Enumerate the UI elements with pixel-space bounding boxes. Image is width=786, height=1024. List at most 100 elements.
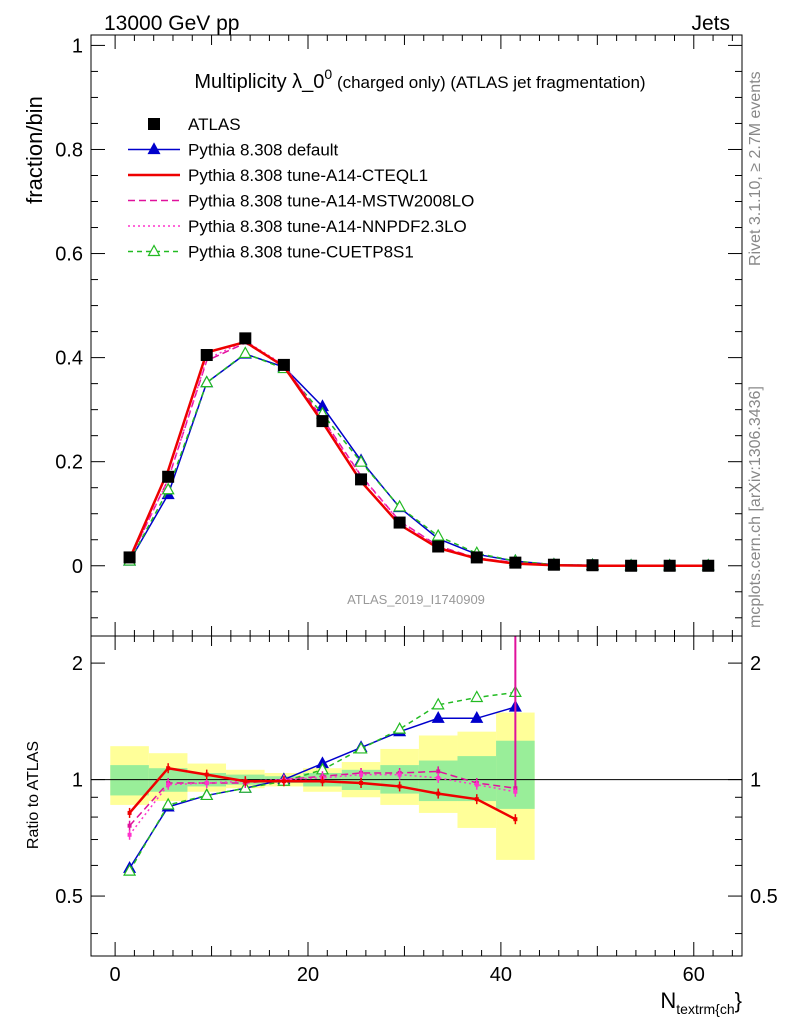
- marker-pythia-8-308-tune-cuetp8s1: [200, 375, 214, 388]
- marker-pythia-8-308-tune-cuetp8s1: [161, 482, 175, 495]
- ratio-marker-pythia-8-308-tune-cuetp8s1: [393, 721, 407, 734]
- legend-label: Pythia 8.308 default: [188, 141, 339, 160]
- legend-item-pythia-8-308-default: Pythia 8.308 default: [128, 141, 339, 160]
- legend-item-atlas: ATLAS: [148, 115, 241, 134]
- ratio-series: [123, 636, 522, 876]
- series-line-pythia-8-308-tune-a14-cteql1: [128, 340, 709, 568]
- legend-label: Pythia 8.308 tune-A14-MSTW2008LO: [188, 192, 474, 211]
- ratio-marker-pythia-8-308-tune-a14-cteql1: [359, 780, 364, 785]
- x-axis-label-subscript: textrm{ch: [676, 1001, 734, 1017]
- x-tick-label: 40: [490, 964, 512, 986]
- legend-marker: [148, 118, 160, 130]
- ratio-y-tick-label-right: 2: [750, 653, 761, 675]
- data-point-atlas: [625, 559, 638, 572]
- main-title-rest: (charged only) (ATLAS jet fragmentation): [332, 73, 645, 92]
- y-tick-label: 0.8: [55, 139, 83, 161]
- x-axis-label-main: N: [660, 988, 676, 1013]
- data-point-atlas: [355, 473, 368, 486]
- data-point-atlas: [509, 556, 522, 569]
- marker-pythia-8-308-tune-cuetp8s1: [354, 454, 368, 467]
- legend-item-pythia-8-308-tune-a14-mstw2008lo: Pythia 8.308 tune-A14-MSTW2008LO: [128, 192, 474, 211]
- ratio-line-pythia-8-308-tune-a14-nnpdf2-3lo: [128, 773, 516, 836]
- energy-label: 13000 GeV pp: [104, 12, 239, 35]
- main-title: Multiplicity λ_00 (charged only) (ATLAS …: [194, 66, 645, 93]
- marker-pythia-8-308-tune-cuetp8s1: [431, 528, 445, 541]
- ratio-marker-pythia-8-308-tune-cuetp8s1: [354, 741, 368, 754]
- y-tick-label: 0.2: [55, 452, 83, 474]
- mcplots-label: mcplots.cern.ch [arXiv:1306.3436]: [747, 386, 764, 628]
- ratio-marker-pythia-8-308-tune-cuetp8s1: [161, 797, 175, 810]
- x-tick-label: 0: [110, 964, 121, 986]
- ratio-marker-pythia-8-308-default: [431, 711, 445, 723]
- ratio-marker-pythia-8-308-tune-a14-nnpdf2-3lo: [397, 772, 402, 777]
- data-point-atlas: [470, 551, 483, 564]
- x-tick-label: 60: [683, 964, 705, 986]
- ratio-y-axis-label: Ratio to ATLAS: [25, 741, 42, 849]
- data-point-atlas: [547, 558, 560, 571]
- legend-label: Pythia 8.308 tune-A14-CTEQL1: [188, 166, 428, 185]
- ratio-marker-pythia-8-308-tune-a14-cteql1: [204, 772, 209, 777]
- main-title-text: Multiplicity λ_0: [194, 71, 324, 93]
- legend-item-pythia-8-308-tune-cuetp8s1: Pythia 8.308 tune-CUETP8S1: [128, 243, 414, 262]
- ratio-marker-pythia-8-308-tune-a14-cteql1: [320, 779, 325, 784]
- y-tick-label: 1: [72, 35, 83, 57]
- ratio-marker-pythia-8-308-tune-a14-cteql1: [436, 791, 441, 796]
- ratio-marker-pythia-8-308-tune-a14-cteql1: [513, 817, 518, 822]
- series-line-pythia-8-308-tune-cuetp8s1: [128, 352, 709, 567]
- legend: ATLAS Pythia 8.308 default Pythia 8.308 tu…: [128, 115, 474, 262]
- ratio-marker-pythia-8-308-tune-a14-mstw2008lo: [436, 769, 441, 774]
- ratio-marker-pythia-8-308-tune-a14-cteql1: [474, 797, 479, 802]
- ratio-marker-pythia-8-308-tune-a14-nnpdf2-3lo: [166, 782, 171, 787]
- main-series: [123, 332, 715, 572]
- ratio-y-tick-label-right: 1: [750, 770, 761, 792]
- ratio-y-tick-label: 1: [72, 770, 83, 792]
- ratio-marker-pythia-8-308-tune-cuetp8s1: [123, 863, 137, 876]
- x-axis-label: Ntextrm{ch}: [660, 988, 742, 1017]
- legend-marker: [147, 142, 161, 155]
- ratio-marker-pythia-8-308-tune-cuetp8s1: [470, 690, 484, 703]
- ratio-marker-pythia-8-308-tune-a14-nnpdf2-3lo: [436, 775, 441, 780]
- data-point-atlas: [432, 540, 445, 553]
- legend-item-pythia-8-308-tune-a14-cteql1: Pythia 8.308 tune-A14-CTEQL1: [128, 166, 428, 185]
- ratio-marker-pythia-8-308-tune-a14-cteql1: [397, 784, 402, 789]
- legend-label: Pythia 8.308 tune-CUETP8S1: [188, 243, 414, 262]
- y-tick-label: 0.4: [55, 348, 83, 370]
- process-label: Jets: [691, 12, 730, 35]
- ratio-marker-pythia-8-308-tune-a14-cteql1: [243, 779, 248, 784]
- y-tick-label: 0: [72, 556, 83, 578]
- ratio-marker-pythia-8-308-tune-a14-nnpdf2-3lo: [204, 780, 209, 785]
- ratio-marker-pythia-8-308-default: [470, 711, 484, 723]
- data-point-atlas: [393, 516, 406, 529]
- data-point-atlas: [702, 559, 715, 572]
- marker-pythia-8-308-tune-cuetp8s1: [393, 499, 407, 512]
- ratio-marker-pythia-8-308-tune-a14-nnpdf2-3lo: [474, 782, 479, 787]
- legend-item-pythia-8-308-tune-a14-nnpdf2-3lo: Pythia 8.308 tune-A14-NNPDF2.3LO: [128, 217, 467, 236]
- data-point-atlas: [277, 358, 290, 371]
- data-point-atlas: [200, 349, 213, 362]
- ratio-y-tick-label: 2: [72, 653, 83, 675]
- watermark: ATLAS_2019_I1740909: [347, 592, 485, 607]
- y-axis-label: fraction/bin: [22, 96, 47, 204]
- legend-marker: [147, 244, 161, 257]
- legend-label: Pythia 8.308 tune-A14-NNPDF2.3LO: [188, 217, 467, 236]
- ratio-marker-pythia-8-308-tune-a14-cteql1: [166, 766, 171, 771]
- data-point-atlas: [316, 415, 329, 428]
- data-point-atlas: [586, 559, 599, 572]
- data-point-atlas: [239, 332, 252, 345]
- ratio-marker-pythia-8-308-tune-a14-cteql1: [281, 779, 286, 784]
- ratio-y-tick-label-right: 0.5: [750, 886, 778, 908]
- ratio-marker-pythia-8-308-tune-a14-mstw2008lo: [127, 823, 132, 828]
- ratio-marker-pythia-8-308-tune-a14-nnpdf2-3lo: [127, 832, 132, 837]
- ratio-marker-pythia-8-308-tune-a14-nnpdf2-3lo: [359, 772, 364, 777]
- data-point-atlas: [123, 551, 136, 564]
- ratio-band-inner: [110, 765, 149, 796]
- marker-pythia-8-308-tune-cuetp8s1: [238, 346, 252, 359]
- x-axis-label-end: }: [735, 988, 742, 1013]
- rivet-label: Rivet 3.1.10, ≥ 2.7M events: [747, 71, 764, 266]
- ratio-frame: [90, 635, 743, 957]
- ratio-marker-pythia-8-308-tune-cuetp8s1: [431, 697, 445, 710]
- ratio-marker-pythia-8-308-tune-a14-cteql1: [127, 810, 132, 815]
- data-point-atlas: [663, 559, 676, 572]
